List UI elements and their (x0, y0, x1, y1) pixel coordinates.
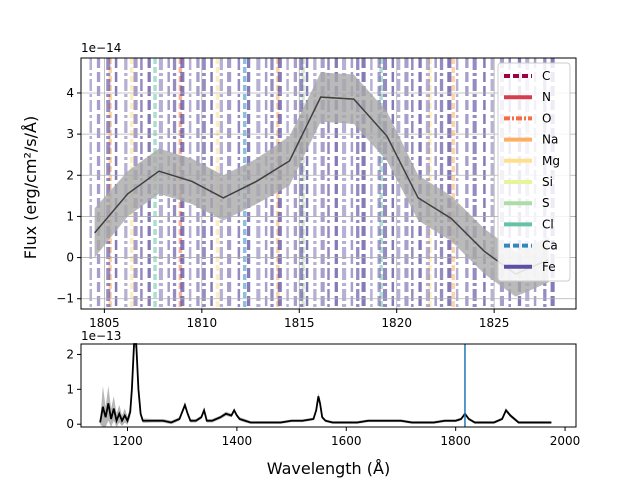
top-x-tick-label: 1815 (284, 316, 315, 330)
y-axis-label: Flux (erg/cm²/s/Å) (21, 116, 40, 259)
top-ticks: 1805 1810 1815 1820 1825 −1 0 1 2 3 4 (56, 86, 509, 330)
legend-label: O (542, 111, 551, 125)
top-flux-series (94, 96, 550, 275)
top-x-tick-label: 1810 (187, 316, 218, 330)
legend-label: Fe (542, 260, 556, 274)
bottom-x-tick-label: 1600 (331, 434, 362, 448)
bottom-offset-text: 1e−13 (81, 329, 121, 343)
legend-label: Cl (542, 217, 554, 231)
bottom-x-tick-label: 1200 (112, 434, 143, 448)
top-y-tick-label: 2 (66, 168, 74, 182)
bottom-y-tick-label: 2 (66, 347, 74, 361)
bottom-x-tick-label: 1400 (222, 434, 253, 448)
bottom-error-band-area (100, 344, 552, 427)
top-y-tick-label: 1 (66, 209, 74, 223)
legend-label: N (542, 90, 551, 104)
top-x-tick-label: 1805 (89, 316, 120, 330)
top-flux-line (94, 96, 550, 275)
legend-label: S (542, 196, 550, 210)
top-y-tick-label: −1 (56, 292, 74, 306)
top-y-tick-label: 4 (66, 86, 74, 100)
top-x-tick-label: 1820 (381, 316, 412, 330)
x-axis-label: Wavelength (Å) (267, 459, 390, 478)
top-grid (81, 58, 576, 309)
bottom-y-tick-label: 0 (66, 417, 74, 431)
bottom-x-tick-label: 2000 (550, 434, 581, 448)
top-offset-text: 1e−14 (81, 41, 121, 55)
legend-label: Mg (542, 154, 560, 168)
legend-label: C (542, 69, 550, 83)
bottom-spectrum-line (99, 343, 552, 424)
top-x-tick-label: 1825 (479, 316, 510, 330)
bottom-panel: 1200 1400 1600 1800 2000 0 1 2 1e−13 Wavelength… (66, 329, 580, 478)
bottom-axes-frame (80, 343, 577, 428)
bottom-x-tick-label: 1800 (440, 434, 471, 448)
element-legend: CNO Na Mg Si S Cl Ca Fe (497, 62, 571, 282)
bottom-error-band (100, 344, 552, 427)
bottom-y-tick-label: 1 (66, 382, 74, 396)
bottom-spectrum-series (99, 343, 552, 424)
legend-label: Ca (542, 239, 558, 253)
top-axes-frame (80, 57, 577, 310)
top-line-markers (89, 58, 555, 309)
legend-label: Na (542, 133, 558, 147)
legend-label: Si (542, 175, 553, 189)
top-panel: 1805 1810 1815 1820 1825 −1 0 1 2 3 4 1e−14 Flux (… (21, 41, 577, 330)
top-y-tick-label: 0 (66, 251, 74, 265)
top-y-tick-label: 3 (66, 127, 74, 141)
bottom-ticks: 1200 1400 1600 1800 2000 0 1 2 (66, 347, 580, 448)
